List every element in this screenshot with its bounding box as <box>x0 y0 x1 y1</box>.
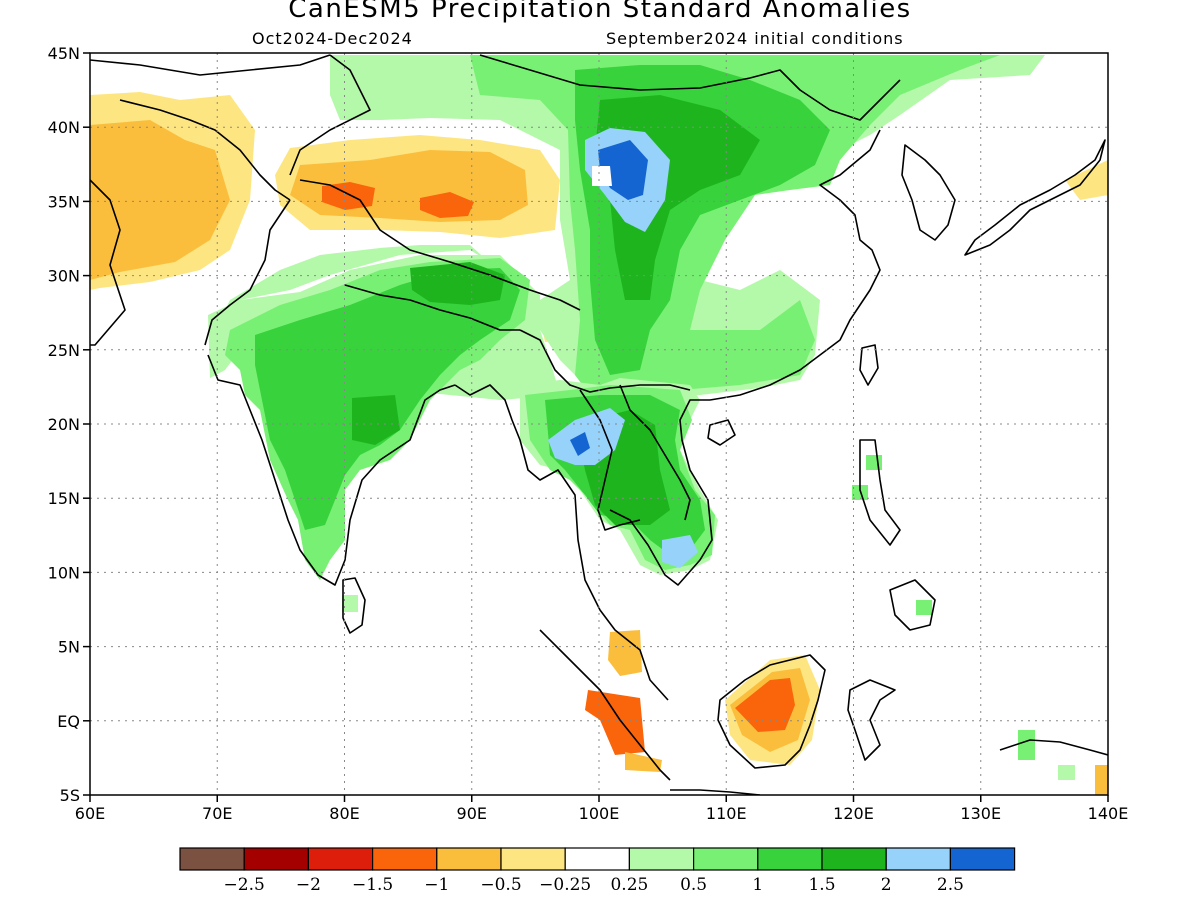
colorbar-swatch <box>564 847 631 871</box>
grid-lines <box>90 53 1108 795</box>
coastline-japan <box>964 139 1106 256</box>
initial-conditions: September2024 initial conditions <box>606 29 904 48</box>
colorbar-swatch <box>307 847 374 871</box>
border-china-kazakh <box>289 54 371 176</box>
coastline-sulawesi <box>847 679 896 761</box>
colorbar-label: 2.5 <box>937 875 964 895</box>
anomaly-shading <box>90 55 1108 795</box>
colorbar-label: 0.5 <box>680 875 707 895</box>
lat-tick-label: 25N <box>48 341 80 360</box>
colorbar-swatch <box>179 847 245 871</box>
colorbar-swatch <box>949 847 1016 871</box>
colorbar-swatch <box>885 847 952 871</box>
colorbar-swatch <box>692 847 759 871</box>
coastline-bangladesh-myanmar <box>454 384 669 701</box>
colorbar-label: −2 <box>296 875 321 895</box>
lon-tick-label: 120E <box>833 804 874 823</box>
colorbar-label: −0.5 <box>480 875 521 895</box>
colorbar-swatch <box>821 847 887 871</box>
anomaly-region-philippines-wet <box>866 455 882 470</box>
border-central-asia <box>90 54 331 76</box>
colorbar-legend: −2.5 −2 −1.5 −1 −0.5 −0.25 0.25 0.5 1 1.5 2 2.5 <box>179 847 1016 895</box>
anomaly-region-mindanao-wet <box>916 600 932 615</box>
anomaly-region-west-dry-core <box>90 120 230 280</box>
coastline-taiwan <box>859 344 879 386</box>
lon-tick-label: 80E <box>329 804 359 823</box>
coastline-hainan <box>707 419 736 446</box>
border-afghanistan <box>119 99 291 201</box>
colorbar-swatch <box>372 847 438 871</box>
anomaly-region-newguinea-wet-2 <box>1058 765 1075 780</box>
anomaly-region-mongolia-white-gap <box>592 166 612 186</box>
lat-tick-label: 45N <box>48 44 80 63</box>
anomaly-region-srilanka-wet <box>342 595 358 612</box>
anomaly-region-sumatra-dry-strong <box>585 690 645 755</box>
anomaly-region-sumatra-dry <box>608 630 642 676</box>
border-laos-vietnam <box>619 384 691 521</box>
coastline-india <box>207 354 456 586</box>
coastline-java <box>670 789 761 795</box>
border-himalaya <box>299 179 581 311</box>
coastline-sumatra <box>539 629 671 781</box>
coastline-korea <box>901 144 956 241</box>
colorbar-swatch <box>757 847 823 871</box>
anomaly-region-se-corner-dry <box>1095 765 1108 795</box>
lon-tick-label: 100E <box>579 804 620 823</box>
lat-tick-label: 5S <box>60 786 80 805</box>
colorbar-swatch <box>243 847 309 871</box>
coastline-philippines-mindanao <box>889 579 936 631</box>
lon-tick-label: 60E <box>75 804 105 823</box>
anomaly-region-cambodia-wet-very-strong <box>662 535 698 568</box>
coastline-srilanka <box>342 577 366 634</box>
anomaly-region-borneo-dry-strong <box>735 678 795 732</box>
coastline-borneo <box>717 654 826 769</box>
colorbar-swatch <box>436 847 502 871</box>
anomaly-region-sumatra-dry-south <box>625 752 662 772</box>
lat-tick-label: 30N <box>48 267 80 286</box>
lat-tick-label: 35N <box>48 192 80 211</box>
anomaly-region-myanmar-wet-very-strong <box>548 408 625 465</box>
border-tibet-nepal <box>344 284 520 331</box>
lat-tick-label: 20N <box>48 415 80 434</box>
border-pakistan-india <box>204 199 291 346</box>
border-china-mongolia <box>479 54 901 121</box>
anomaly-region-newguinea-wet <box>1018 730 1035 760</box>
anomaly-region-tibet-dry-strong-east <box>420 192 474 218</box>
forecast-period: Oct2024-Dec2024 <box>252 29 413 48</box>
colorbar-label: −1.5 <box>352 875 393 895</box>
colorbar-label: −2.5 <box>224 875 265 895</box>
coastline-indochina-east <box>609 399 713 586</box>
lon-tick-label: 140E <box>1088 804 1129 823</box>
coastline-philippines-luzon <box>859 439 901 546</box>
anomaly-region-myanmar-wet-extreme <box>570 432 590 456</box>
colorbar-label: −1 <box>424 875 449 895</box>
lon-tick-label: 110E <box>706 804 747 823</box>
coastline-china-south <box>709 129 881 401</box>
latitude-axis: 45N 40N 35N 30N 25N 20N 15N 10N 5N EQ 5S <box>48 44 90 805</box>
border-iran <box>90 179 126 346</box>
lat-tick-label: 15N <box>48 489 80 508</box>
colorbar-label: 0.25 <box>610 875 648 895</box>
colorbar-swatch <box>500 847 566 871</box>
coastlines-and-borders <box>90 54 1108 795</box>
colorbar-label: 1 <box>752 875 763 895</box>
lon-tick-label: 70E <box>202 804 232 823</box>
lat-tick-label: EQ <box>57 712 80 731</box>
longitude-axis: 60E 70E 80E 90E 100E 110E 120E 130E 140E <box>75 795 1129 823</box>
lon-tick-label: 90E <box>457 804 487 823</box>
anomaly-region-india-wet-strong-central <box>352 395 400 445</box>
anomaly-region-japan-dry <box>1065 160 1108 200</box>
lon-tick-label: 130E <box>960 804 1001 823</box>
colorbar-label: 2 <box>881 875 892 895</box>
chart-title: CanESM5 Precipitation Standard Anomalies <box>288 0 912 24</box>
lat-tick-label: 40N <box>48 118 80 137</box>
border-thailand <box>579 389 641 531</box>
colorbar-label: 1.5 <box>808 875 835 895</box>
colorbar-swatch <box>628 847 695 871</box>
coastline-newguinea <box>999 739 1108 756</box>
lat-tick-label: 5N <box>58 638 80 657</box>
colorbar-label: −0.25 <box>539 875 591 895</box>
lat-tick-label: 10N <box>48 563 80 582</box>
